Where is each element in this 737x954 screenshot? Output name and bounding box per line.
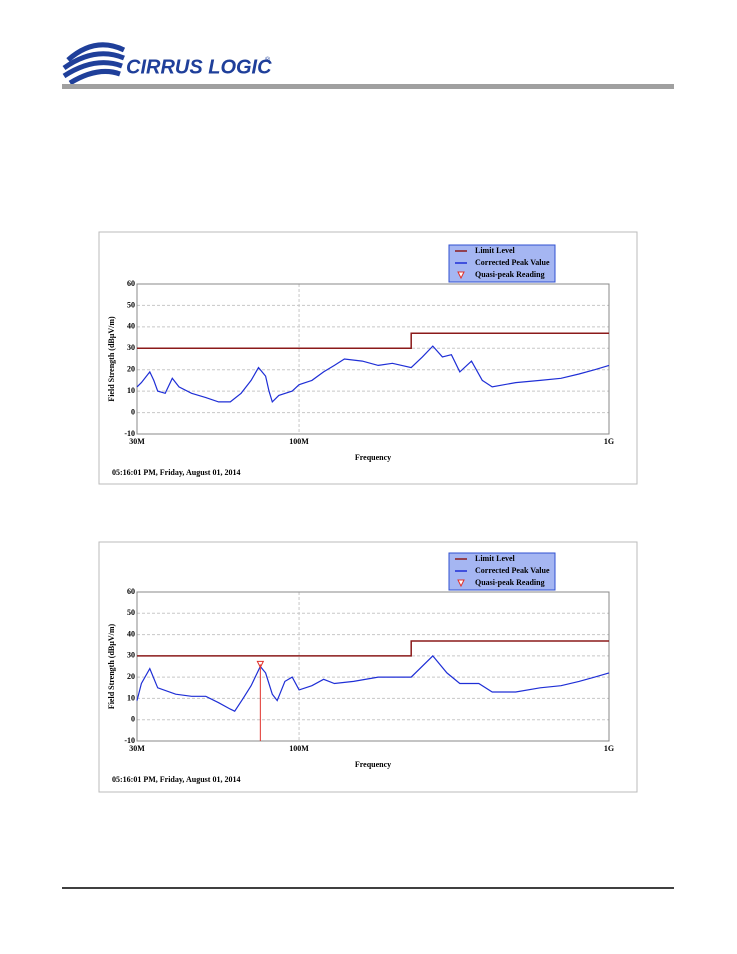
series-line	[137, 332, 609, 350]
y-axis-label: Field Strength (dBµV/m)	[107, 316, 116, 402]
chart-frame	[98, 231, 638, 485]
chart-frame	[98, 541, 638, 793]
y-tick-label: -10	[124, 736, 135, 745]
y-tick-label: 10	[127, 693, 135, 702]
legend-label: Corrected Peak Value	[475, 258, 550, 267]
x-tick-label: 100M	[289, 744, 309, 753]
x-tick-label: 30M	[129, 437, 145, 446]
y-tick-label: 10	[127, 386, 135, 395]
y-tick-label: 30	[127, 651, 135, 660]
y-tick-label: 0	[131, 715, 135, 724]
x-axis-label: Frequency	[355, 760, 391, 769]
y-tick-label: 30	[127, 343, 135, 352]
series-line	[136, 345, 610, 404]
legend-label: Limit Level	[475, 554, 516, 563]
legend-swatch	[457, 271, 465, 280]
y-tick-label: 40	[127, 629, 135, 638]
plot-area	[136, 591, 610, 742]
legend-label: Corrected Peak Value	[475, 566, 550, 575]
chart: -10 0 10 20 30 40 50 60 30M 100M 1G Field Strength …	[98, 541, 638, 793]
y-tick-label: 20	[127, 672, 135, 681]
y-tick-label: 0	[131, 407, 135, 416]
y-tick-label: -10	[124, 429, 135, 438]
logo-mark: ®	[265, 56, 271, 64]
y-tick-label: 50	[127, 300, 135, 309]
chart: -10 0 10 20 30 40 50 60 30M 100M 1G Field Strength …	[98, 231, 638, 485]
timestamp: 05:16:01 PM, Friday, August 01, 2014	[112, 775, 240, 784]
legend-label: Quasi-peak Reading	[475, 270, 545, 279]
quasi-peak-marker	[256, 660, 265, 669]
y-tick-label: 20	[127, 365, 135, 374]
header-rule	[62, 84, 674, 89]
y-tick-label: 40	[127, 322, 135, 331]
series-line	[136, 655, 610, 712]
x-tick-label: 30M	[129, 744, 145, 753]
y-axis-label: Field Strength (dBµV/m)	[107, 623, 116, 709]
legend-swatch	[457, 579, 465, 588]
plot-area	[136, 283, 610, 435]
x-tick-label: 1G	[604, 744, 614, 753]
timestamp: 05:16:01 PM, Friday, August 01, 2014	[112, 468, 240, 477]
logo: CIRRUS LOGIC ®	[62, 42, 272, 86]
y-tick-label: 60	[127, 279, 135, 288]
legend-label: Quasi-peak Reading	[475, 578, 545, 587]
x-axis-label: Frequency	[355, 453, 391, 462]
x-tick-label: 100M	[289, 437, 309, 446]
legend	[448, 244, 556, 283]
legend-label: Limit Level	[475, 246, 516, 255]
y-tick-label: 60	[127, 587, 135, 596]
x-tick-label: 1G	[604, 437, 614, 446]
series-line	[137, 640, 609, 657]
y-tick-label: 50	[127, 608, 135, 617]
logo-text: CIRRUS LOGIC	[126, 56, 272, 78]
